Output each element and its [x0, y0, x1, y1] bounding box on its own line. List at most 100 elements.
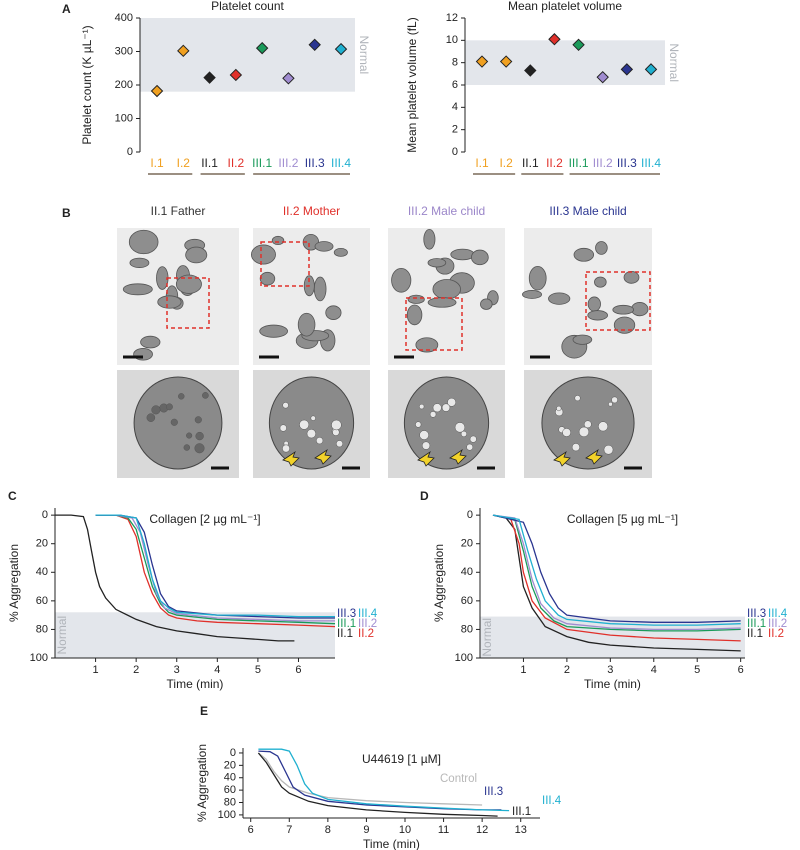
x-tick-label: 5 — [255, 664, 261, 676]
series-label: III.4 — [542, 795, 562, 807]
granule — [336, 440, 344, 448]
x-tick-label: 6 — [295, 664, 301, 676]
series-label: Control — [440, 773, 477, 785]
micrograph-bottom — [117, 370, 239, 478]
x-tick-label: II.2 — [546, 156, 563, 170]
micrograph-bottom — [388, 370, 505, 478]
series-label: III.3 — [337, 608, 356, 620]
y-tick-label: 20 — [461, 538, 473, 550]
cell — [623, 270, 640, 284]
granule — [151, 405, 161, 415]
granule — [178, 393, 185, 400]
x-tick-label: II.2 — [228, 156, 245, 170]
x-tick-label: 5 — [694, 664, 700, 676]
series-line — [492, 514, 741, 642]
zoom-box — [166, 277, 210, 329]
x-tick-label: 12 — [476, 824, 488, 836]
x-tick-label: 10 — [399, 824, 411, 836]
data-point — [282, 72, 295, 85]
x-tick-label: III.2 — [593, 156, 613, 170]
series-label: II.1 — [337, 628, 353, 640]
granule — [429, 411, 437, 418]
x-tick-label: III.3 — [305, 156, 325, 170]
x-tick-label: 4 — [214, 664, 220, 676]
cell — [415, 337, 439, 353]
y-tick-label: 300 — [115, 45, 133, 57]
granule — [583, 420, 592, 429]
panel-letter: C — [8, 489, 17, 503]
chart-title: Mean platelet volume — [508, 0, 622, 13]
y-tick-label: 60 — [36, 595, 48, 607]
granule — [611, 396, 618, 404]
series-label: III.1 — [747, 618, 766, 630]
cell — [587, 310, 608, 321]
cell — [297, 312, 316, 337]
cell — [391, 267, 412, 293]
x-tick-label: 6 — [738, 664, 744, 676]
cell — [573, 247, 595, 262]
granule — [146, 413, 156, 422]
series-line — [257, 752, 498, 817]
arrow — [314, 448, 332, 465]
x-tick-label: III.4 — [331, 156, 351, 170]
granule — [562, 428, 571, 437]
series-line — [492, 514, 741, 631]
x-tick-label: II.1 — [201, 156, 218, 170]
y-tick-label: 10 — [446, 34, 458, 46]
data-point — [150, 84, 164, 98]
cell — [133, 376, 223, 470]
series-line — [95, 514, 335, 622]
y-tick-label: 80 — [461, 623, 473, 635]
normal-band — [55, 612, 335, 658]
x-tick-label: III.3 — [617, 156, 637, 170]
cell — [548, 292, 571, 305]
y-tick-label: 4 — [452, 101, 458, 113]
cell — [432, 279, 461, 300]
x-axis-label: Time (min) — [584, 677, 641, 691]
y-tick-label: 100 — [30, 652, 48, 664]
granule — [466, 443, 474, 451]
granule — [310, 415, 316, 421]
x-axis-label: Time (min) — [167, 677, 224, 691]
cell — [325, 305, 342, 320]
panel-letter: E — [200, 704, 208, 718]
data-point — [644, 63, 658, 76]
arrow — [553, 450, 571, 467]
x-tick-label: II.1 — [522, 156, 539, 170]
x-tick-label: III.2 — [278, 156, 298, 170]
cell — [406, 304, 423, 326]
granule — [578, 426, 590, 438]
cell — [572, 334, 593, 345]
y-tick-label: 80 — [224, 796, 236, 808]
data-point — [177, 44, 190, 58]
granule — [447, 397, 457, 407]
cell — [128, 229, 159, 255]
data-point — [524, 64, 537, 77]
cell — [185, 246, 208, 264]
y-tick-label: 100 — [455, 652, 473, 664]
data-point — [620, 63, 634, 76]
cell — [314, 241, 334, 252]
y-tick-label: 0 — [467, 509, 473, 521]
y-tick-label: 12 — [446, 12, 458, 24]
series-label: II.1 — [747, 628, 763, 640]
x-tick-label: 8 — [325, 824, 331, 836]
band-label: Normal — [480, 618, 494, 657]
series-line — [95, 514, 335, 619]
granule — [202, 392, 209, 399]
y-tick-label: 100 — [115, 112, 133, 124]
granule — [441, 403, 451, 412]
y-tick-label: 80 — [36, 623, 48, 635]
arrow — [585, 448, 603, 465]
x-tick-label: I.1 — [475, 156, 489, 170]
x-tick-label: III.4 — [641, 156, 661, 170]
cell — [140, 335, 161, 349]
granule — [556, 405, 562, 412]
cell — [122, 283, 153, 296]
granule — [194, 443, 205, 454]
cell — [427, 258, 447, 268]
normal-band — [480, 616, 745, 658]
granule — [603, 444, 614, 455]
y-tick-label: 40 — [36, 566, 48, 578]
image-title: III.2 Male child — [408, 204, 485, 218]
